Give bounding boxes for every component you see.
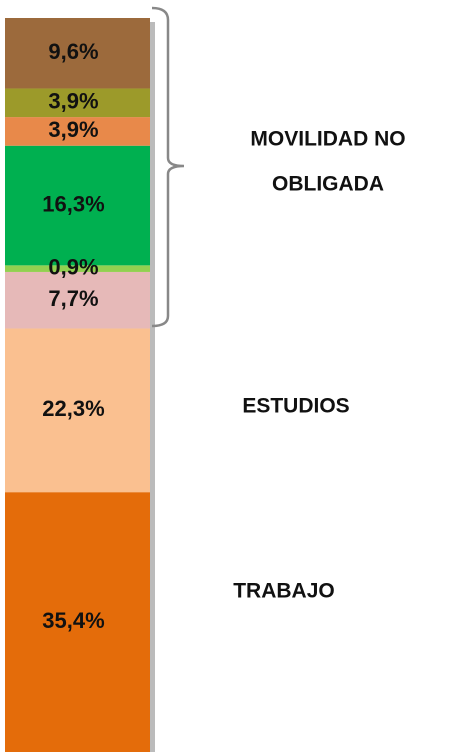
- bar-segment: [5, 492, 150, 752]
- bar-segment: [5, 18, 150, 89]
- bar-shadow: [150, 22, 155, 752]
- annotation: ESTUDIOS: [242, 395, 349, 418]
- bar-segment: [5, 328, 150, 493]
- data-label: 0,9%: [48, 254, 98, 279]
- bar-segment: [5, 271, 150, 329]
- annotation: TRABAJO: [233, 580, 335, 603]
- bar-segment: [5, 88, 150, 118]
- bracket: [151, 6, 185, 328]
- data-label: 9,6%: [48, 39, 98, 64]
- data-label: 22,3%: [42, 396, 104, 421]
- data-label: 16,3%: [42, 191, 104, 216]
- annotation: MOVILIDAD NO: [250, 128, 405, 151]
- data-label: 3,9%: [48, 117, 98, 142]
- data-label: 3,9%: [48, 89, 98, 114]
- data-label: 35,4%: [42, 608, 104, 633]
- bar-segment: [5, 145, 150, 266]
- data-label: 7,7%: [48, 286, 98, 311]
- bar-segment: [5, 265, 150, 272]
- annotation: OBLIGADA: [272, 173, 384, 196]
- bar-segment: [5, 117, 150, 146]
